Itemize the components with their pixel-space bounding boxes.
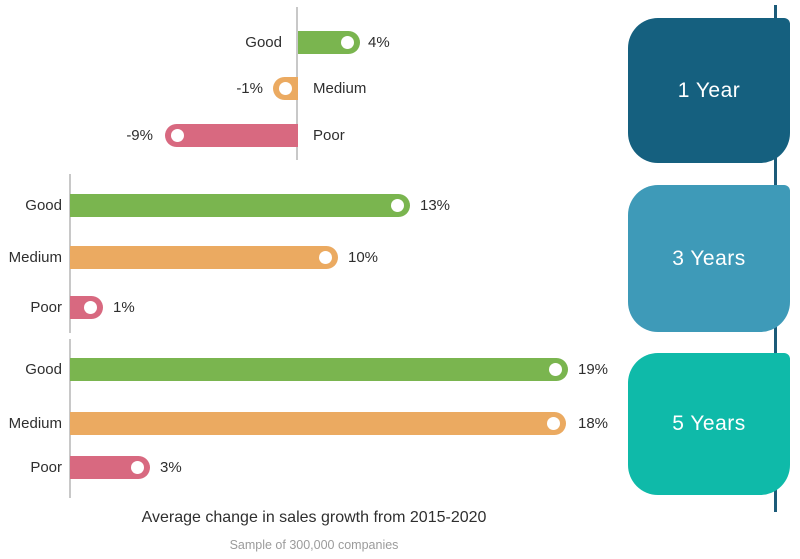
chart-title: Average change in sales growth from 2015… <box>141 509 487 526</box>
value-label: 19% <box>578 361 609 378</box>
bar-3years-poor <box>70 296 103 319</box>
period-card-5-years: 5 Years <box>628 353 790 495</box>
bar-endpoint-dot-icon <box>549 363 562 376</box>
value-label: -9% <box>126 127 153 144</box>
value-label: 4% <box>368 34 390 51</box>
period-card-label: 3 Years <box>672 246 746 270</box>
category-label: Medium <box>8 415 62 432</box>
bar-1year-medium <box>273 77 298 100</box>
period-card-label: 1 Year <box>677 78 741 102</box>
category-label: Good <box>245 34 282 51</box>
bar-endpoint-dot-icon <box>279 82 292 95</box>
category-label: Poor <box>313 127 345 144</box>
bar-3years-good <box>70 194 410 217</box>
period-card-3-years: 3 Years <box>628 185 790 332</box>
value-label: -1% <box>236 80 263 97</box>
category-label: Good <box>25 361 62 378</box>
value-label: 3% <box>160 459 182 476</box>
period-card-label: 5 Years <box>672 412 746 435</box>
bar-1year-good <box>298 31 360 54</box>
value-label: 18% <box>578 415 609 432</box>
bar-5years-poor <box>70 456 150 479</box>
bar-endpoint-dot-icon <box>131 461 144 474</box>
category-label: Medium <box>8 249 62 266</box>
value-label: 10% <box>348 249 379 266</box>
bar-endpoint-dot-icon <box>547 417 560 430</box>
category-label: Good <box>25 197 62 214</box>
bar-endpoint-dot-icon <box>341 36 354 49</box>
category-label: Poor <box>30 459 62 476</box>
bar-1year-poor <box>165 124 298 147</box>
bar-5years-good <box>70 358 568 381</box>
bar-endpoint-dot-icon <box>391 199 404 212</box>
category-label: Medium <box>313 80 367 97</box>
value-label: 13% <box>420 197 451 214</box>
bar-endpoint-dot-icon <box>171 129 184 142</box>
value-label: 1% <box>113 299 135 316</box>
category-label: Poor <box>30 299 62 316</box>
chart-subtitle: Sample of 300,000 companies <box>229 538 399 552</box>
bar-5years-medium <box>70 412 566 435</box>
bar-endpoint-dot-icon <box>84 301 97 314</box>
period-card-1-year: 1 Year <box>628 18 790 163</box>
bar-3years-medium <box>70 246 338 269</box>
bar-endpoint-dot-icon <box>319 251 332 264</box>
